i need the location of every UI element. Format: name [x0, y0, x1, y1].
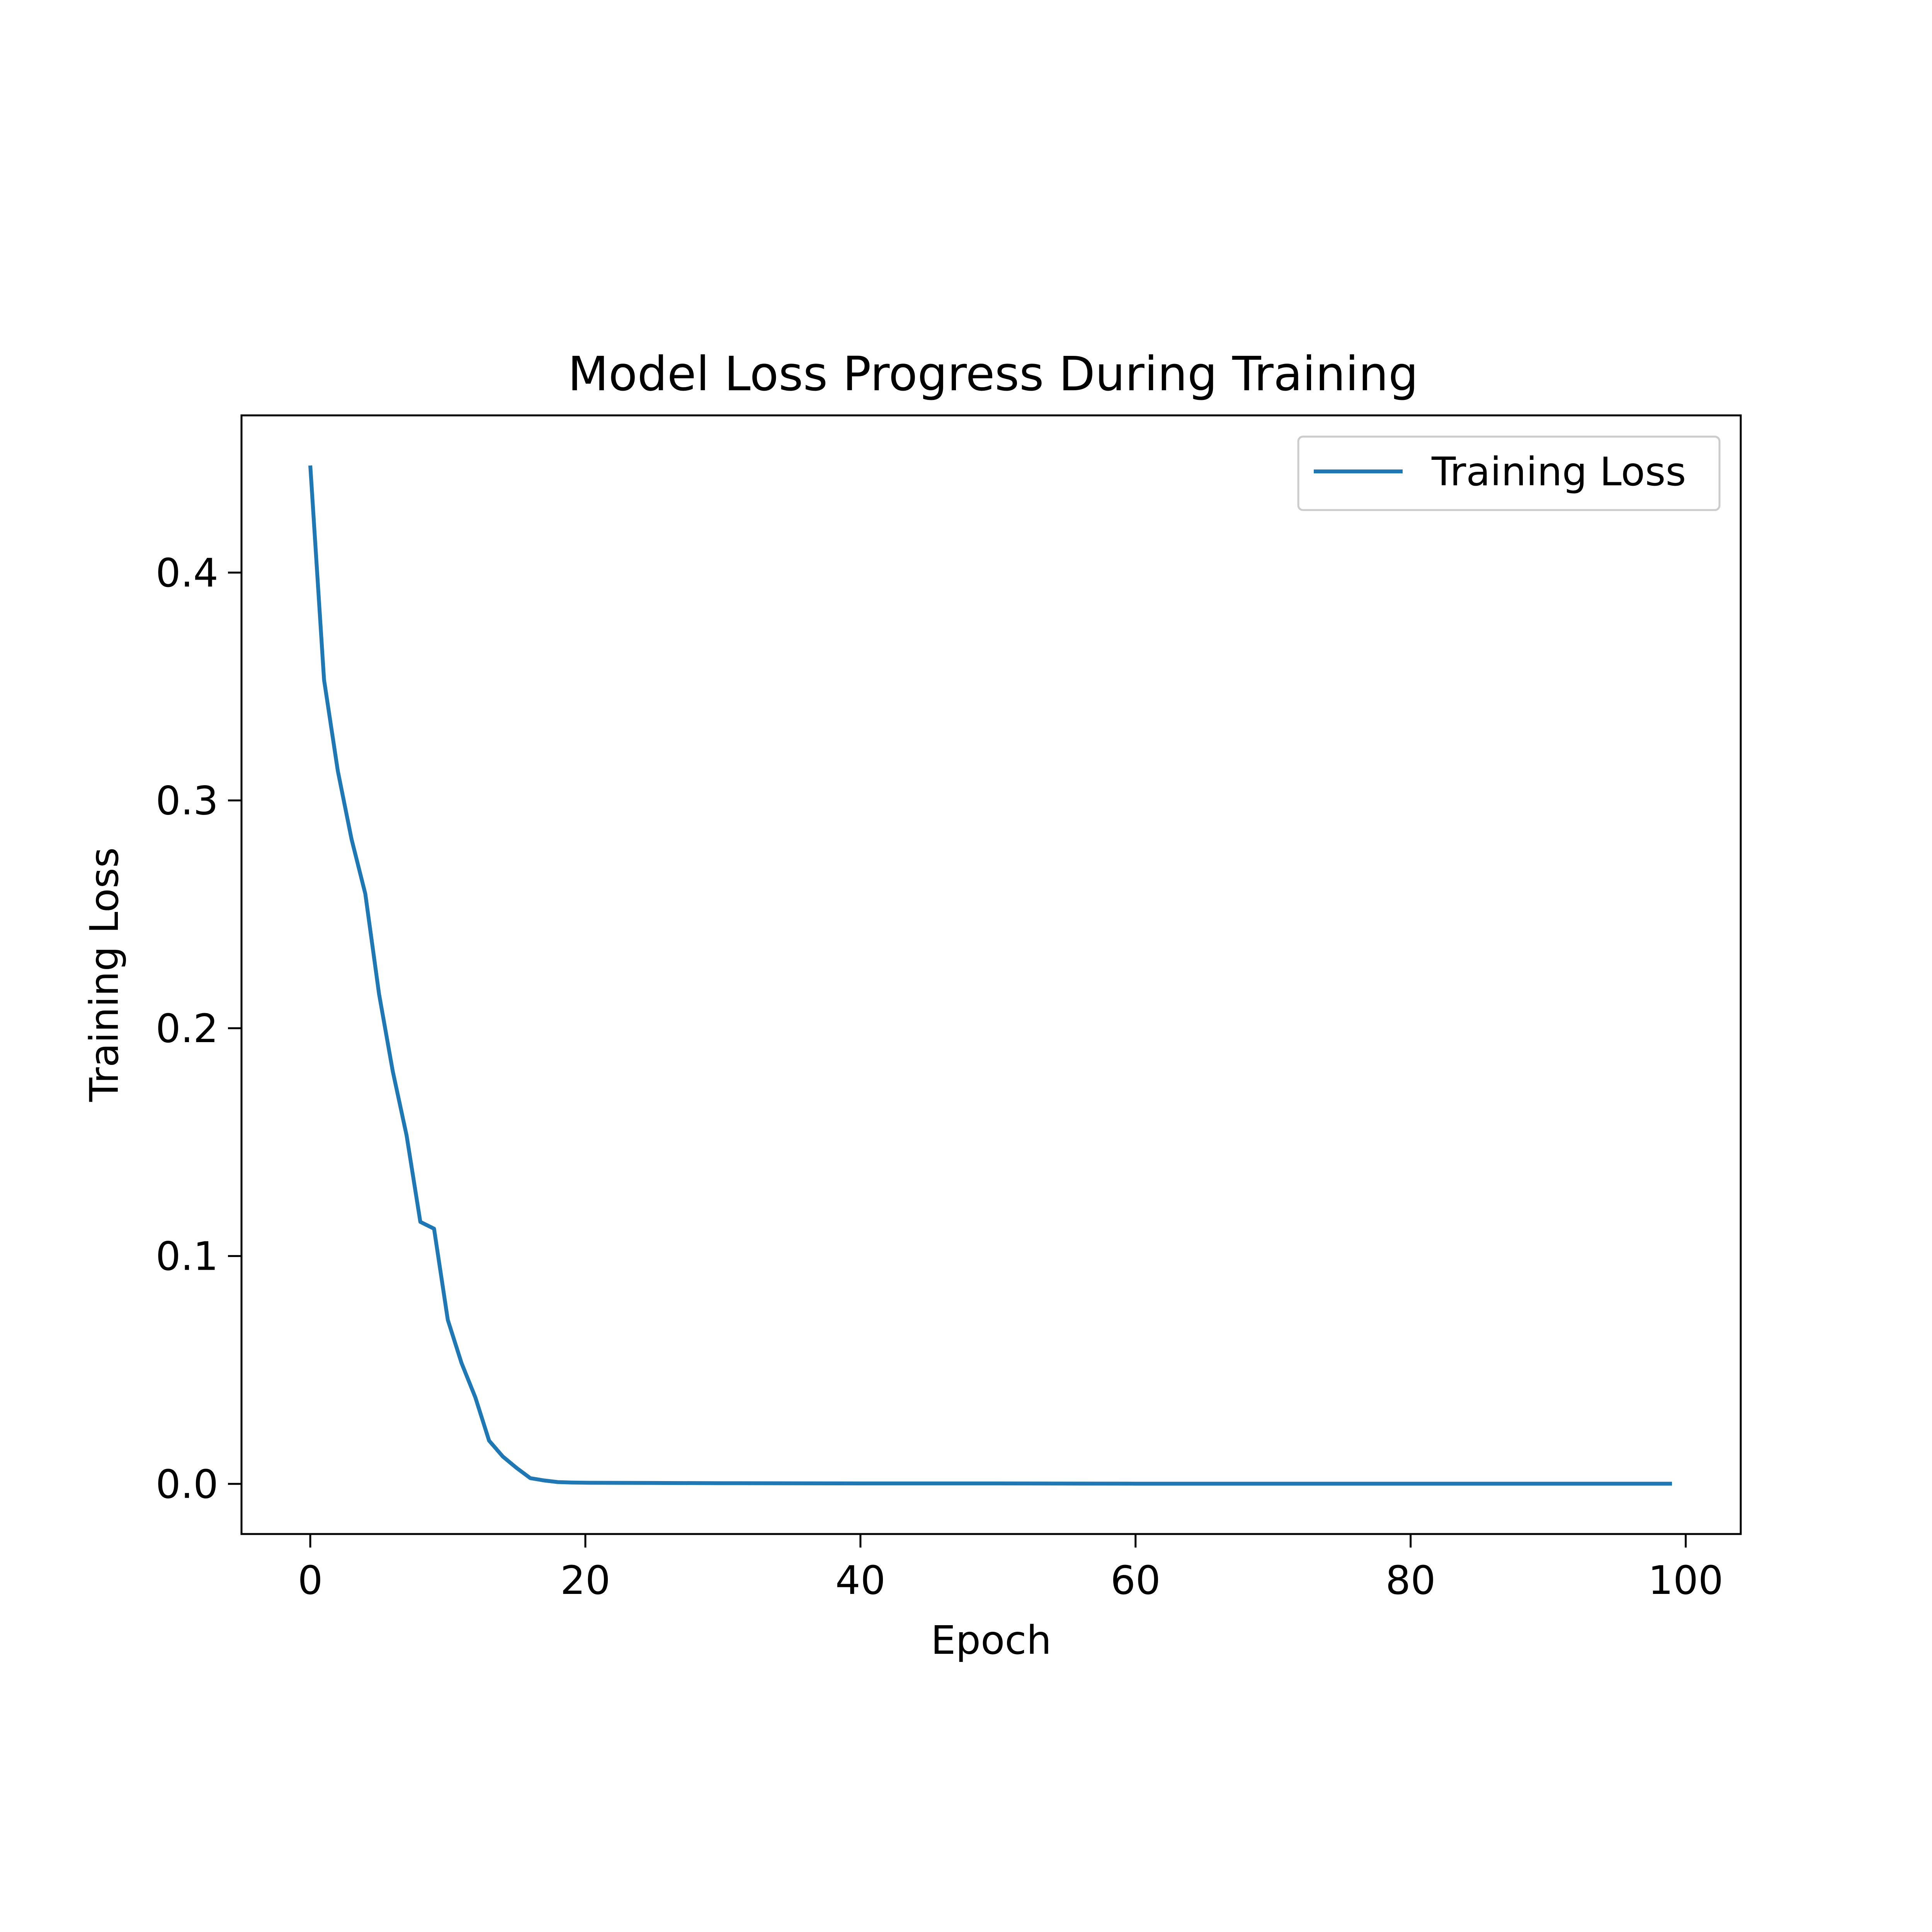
x-axis-label: Epoch — [931, 1617, 1051, 1663]
x-tick-label: 20 — [560, 1558, 611, 1604]
y-tick-label: 0.1 — [156, 1234, 218, 1280]
x-axis: 0 20 40 60 80 100 — [298, 1534, 1723, 1604]
series-line-training-loss — [308, 465, 1672, 1486]
legend: Training Loss — [1297, 435, 1721, 511]
y-axis: 0.0 0.1 0.2 0.3 0.4 — [156, 550, 242, 1507]
x-tick-label: 0 — [298, 1558, 323, 1604]
legend-label: Training Loss — [1431, 449, 1686, 495]
y-tick-label: 0.0 — [156, 1461, 218, 1507]
series-layer — [308, 465, 1672, 1486]
y-tick-label: 0.4 — [156, 550, 218, 596]
y-tick-label: 0.2 — [156, 1006, 218, 1052]
chart-title: Model Loss Progress During Training — [568, 347, 1418, 401]
y-tick-label: 0.3 — [156, 778, 218, 824]
x-tick-label: 100 — [1648, 1558, 1723, 1604]
x-tick-label: 60 — [1111, 1558, 1161, 1604]
x-tick-label: 40 — [835, 1558, 886, 1604]
x-tick-label: 80 — [1386, 1558, 1436, 1604]
plot-area — [240, 414, 1742, 1535]
y-axis-label: Training Loss — [82, 847, 128, 1102]
legend-box — [1297, 435, 1721, 511]
